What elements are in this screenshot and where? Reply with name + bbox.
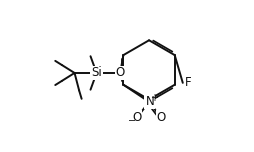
- Text: O: O: [132, 111, 141, 124]
- Text: O: O: [116, 66, 125, 79]
- Text: F: F: [185, 76, 192, 89]
- Text: Si: Si: [91, 66, 102, 79]
- Text: +: +: [150, 93, 158, 103]
- Text: O: O: [156, 111, 166, 124]
- Text: −: −: [128, 116, 136, 126]
- Text: N: N: [146, 95, 154, 108]
